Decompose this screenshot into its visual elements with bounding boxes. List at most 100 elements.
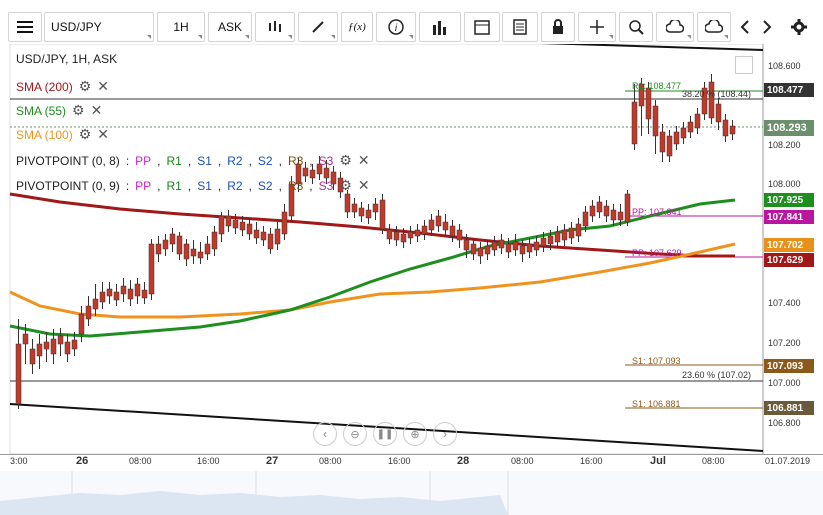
lock-icon[interactable] [541, 12, 575, 42]
close-icon[interactable]: ✕ [357, 177, 370, 193]
candle-body [652, 105, 659, 137]
gear-icon[interactable]: ⚙ [339, 177, 352, 193]
calendar-icon[interactable] [464, 12, 500, 42]
x-tick: 28 [457, 455, 470, 467]
bar-chart-icon[interactable] [419, 12, 461, 42]
close-icon[interactable]: ✕ [97, 78, 109, 94]
candle-body [421, 225, 428, 235]
indicator-sma-200[interactable]: SMA (200) ⚙ ✕ [16, 78, 109, 95]
timeframe-selector[interactable]: 1H [157, 12, 205, 42]
hamburger-menu-icon[interactable] [8, 12, 42, 42]
candle-body [309, 169, 316, 179]
candle-body [428, 219, 435, 231]
info-icon[interactable]: i [376, 12, 416, 42]
close-icon[interactable]: ✕ [90, 102, 103, 118]
candle-body [589, 205, 596, 217]
candlestick-icon[interactable] [255, 12, 295, 42]
indicator-pivot-9[interactable]: PIVOTPOINT (0, 9) : PP, R1, S1, R2, S2, … [16, 177, 370, 193]
candle-body [225, 215, 232, 227]
candle-body [540, 237, 547, 247]
candle-body [477, 247, 484, 257]
x-tick: 16:00 [388, 456, 411, 466]
x-tick: 16:00 [580, 456, 603, 466]
candle-body [582, 211, 589, 227]
gear-icon[interactable]: ⚙ [78, 126, 92, 142]
x-tick: 16:00 [197, 456, 220, 466]
x-tick: 3:00 [10, 456, 28, 466]
candle-body [407, 231, 414, 239]
candle-body [22, 333, 29, 345]
pp-label-2: PP: 107.629 [632, 248, 682, 258]
candle-body [372, 203, 379, 213]
candle-body [568, 227, 575, 239]
crosshair-icon[interactable] [578, 12, 616, 42]
candle-body [729, 125, 736, 135]
pivot-level: PP [135, 178, 152, 193]
chart-title: USD/JPY, 1H, ASK [16, 52, 118, 66]
candle-body [344, 193, 351, 213]
chevron-left-circle-icon[interactable]: ‹ [313, 422, 337, 446]
zoom-out-icon[interactable]: ⊖ [343, 422, 367, 446]
candle-body [295, 163, 302, 185]
sma-100-line [9, 242, 736, 319]
indicator-pivot-8[interactable]: PIVOTPOINT (0, 8) : PP, R1, S1, R2, S2, … [16, 152, 370, 168]
expand-icon[interactable] [735, 56, 753, 74]
close-icon[interactable]: ✕ [357, 152, 370, 168]
fib-382-label: 38.20 % (108.44) [682, 89, 752, 99]
zoom-icon[interactable] [619, 12, 653, 42]
gear-icon[interactable]: ⚙ [72, 102, 85, 118]
x-tick: 08:00 [511, 456, 534, 466]
candle-body [491, 241, 498, 251]
candles [15, 74, 736, 409]
candle-body [638, 83, 645, 107]
chevron-left-icon[interactable] [734, 12, 756, 42]
candle-body [533, 241, 540, 251]
candle-body [659, 131, 666, 153]
pivot-level: S3 [318, 178, 334, 193]
candle-body [148, 243, 155, 295]
pause-icon[interactable]: ❚❚ [373, 422, 397, 446]
indicator-sma-100[interactable]: SMA (100) ⚙ ✕ [16, 126, 109, 143]
close-icon[interactable]: ✕ [97, 126, 109, 142]
function-icon[interactable]: ƒ(x) [341, 12, 373, 42]
candle-body [288, 183, 295, 217]
candle-body [708, 81, 715, 119]
pivot-level: PP [135, 153, 152, 168]
cloud-download-icon[interactable] [697, 12, 731, 42]
candle-body [330, 171, 337, 185]
pivot-level: R1 [166, 178, 182, 193]
document-icon[interactable] [502, 12, 538, 42]
pencil-icon[interactable] [298, 12, 338, 42]
chart-panel[interactable]: USD/JPY, 1H, ASK SMA (200) ⚙ ✕ SMA (55) … [0, 44, 823, 515]
indicator-sma-55[interactable]: SMA (55) ⚙ ✕ [16, 102, 102, 119]
navigator-strip[interactable] [0, 471, 823, 515]
x-tick: 08:00 [129, 456, 152, 466]
candle-body [666, 135, 673, 157]
price-tag: 107.093 [764, 359, 814, 373]
gear-icon[interactable] [786, 12, 812, 42]
price-tag: 108.477 [764, 83, 814, 97]
pp-label-1: PP: 107.841 [632, 207, 682, 217]
svg-text:i: i [395, 23, 398, 34]
candle-body [260, 231, 267, 241]
cloud-upload-icon[interactable] [656, 12, 694, 42]
price-type-selector[interactable]: ASK [208, 12, 252, 42]
candle-body [267, 233, 274, 250]
price-tag: 107.925 [764, 193, 814, 207]
candle-body [435, 215, 442, 227]
symbol-selector[interactable]: USD/JPY [44, 12, 154, 42]
chevron-right-circle-icon[interactable]: › [433, 422, 457, 446]
y-tick: 107.400 [768, 298, 801, 308]
x-tick: 08:00 [319, 456, 342, 466]
candle-body [617, 211, 624, 221]
x-tick: 01.07.2019 [765, 456, 811, 466]
candle-body [176, 235, 183, 255]
gear-icon[interactable]: ⚙ [339, 152, 352, 168]
candle-body [302, 167, 309, 177]
candle-body [386, 229, 393, 240]
candle-body [701, 87, 708, 115]
chevron-right-icon[interactable] [756, 12, 778, 42]
candle-body [78, 313, 85, 335]
gear-icon[interactable]: ⚙ [78, 78, 92, 94]
zoom-in-icon[interactable]: ⊕ [403, 422, 427, 446]
